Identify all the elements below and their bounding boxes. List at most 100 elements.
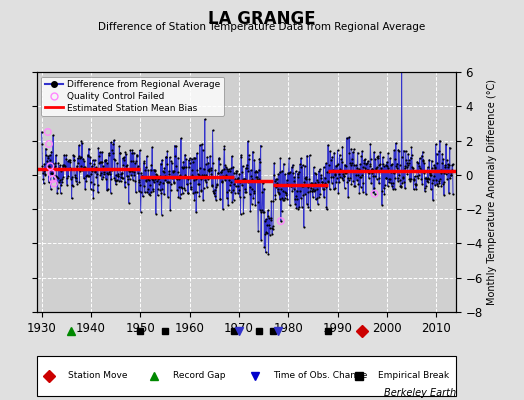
Point	[156, 173, 164, 179]
Point	[278, 195, 287, 201]
Point	[98, 149, 106, 155]
Point	[186, 159, 194, 166]
Point	[161, 177, 169, 183]
Point	[115, 150, 124, 156]
Point	[292, 188, 301, 194]
Point	[330, 150, 339, 156]
Point	[403, 170, 411, 177]
Point	[200, 172, 209, 178]
Point	[134, 170, 142, 176]
Point	[412, 173, 421, 180]
Point	[81, 173, 90, 179]
Point	[203, 184, 211, 190]
Point	[260, 186, 268, 192]
Point	[161, 154, 170, 160]
Point	[130, 169, 138, 175]
Point	[244, 138, 252, 145]
Text: Empirical Break: Empirical Break	[378, 372, 450, 380]
Point	[350, 146, 358, 152]
Point	[152, 172, 161, 179]
Point	[189, 158, 197, 165]
Point	[245, 156, 253, 162]
Point	[250, 169, 259, 176]
Point	[315, 194, 323, 200]
Point	[407, 176, 416, 183]
Point	[45, 141, 53, 147]
Point	[145, 191, 153, 198]
Point	[425, 156, 433, 163]
Point	[145, 177, 154, 184]
Point	[264, 213, 272, 220]
Point	[379, 185, 388, 191]
Point	[241, 176, 249, 182]
Point	[39, 180, 48, 187]
Point	[130, 171, 139, 178]
Point	[80, 158, 89, 164]
Point	[323, 206, 331, 213]
Point	[433, 160, 442, 166]
Point	[407, 154, 415, 161]
Point	[289, 170, 297, 176]
Point	[94, 189, 102, 195]
Point	[367, 156, 375, 162]
Point	[352, 172, 360, 178]
Point	[159, 168, 168, 175]
Point	[121, 149, 129, 155]
Point	[263, 230, 271, 237]
Point	[279, 188, 288, 194]
Point	[95, 158, 104, 165]
Point	[386, 176, 394, 182]
Point	[177, 184, 185, 190]
Point	[141, 177, 150, 183]
Point	[274, 188, 282, 195]
Point	[95, 160, 103, 166]
Point	[221, 177, 229, 183]
Point	[268, 226, 277, 232]
Point	[370, 149, 378, 155]
Point	[44, 155, 52, 162]
Point	[185, 164, 193, 170]
Point	[201, 177, 210, 184]
Point	[102, 170, 111, 176]
Point	[179, 158, 188, 165]
Point	[307, 180, 315, 186]
Point	[168, 175, 177, 182]
Point	[394, 178, 402, 184]
Point	[248, 186, 256, 193]
Point	[38, 163, 47, 170]
Point	[374, 154, 383, 161]
Point	[344, 177, 353, 183]
Point	[213, 174, 222, 180]
Point	[41, 171, 49, 177]
Point	[427, 186, 435, 192]
Point	[47, 170, 56, 176]
Point	[367, 170, 376, 176]
Point	[220, 166, 228, 173]
Point	[222, 172, 230, 178]
Point	[188, 172, 196, 178]
Point	[157, 160, 165, 167]
Point	[211, 167, 220, 173]
Point	[436, 176, 444, 182]
Point	[235, 186, 243, 193]
Point	[402, 164, 411, 170]
Point	[58, 179, 67, 186]
Point	[234, 183, 242, 189]
Point	[163, 161, 171, 167]
Point	[181, 151, 189, 158]
Point	[418, 180, 427, 187]
Point	[128, 147, 137, 154]
Point	[305, 152, 314, 158]
Point	[220, 143, 228, 150]
Point	[377, 168, 386, 174]
Point	[428, 180, 436, 186]
Point	[171, 153, 179, 159]
Point	[171, 142, 179, 149]
Point	[39, 176, 48, 182]
Point	[321, 184, 330, 190]
Text: Time of Obs. Change: Time of Obs. Change	[274, 372, 368, 380]
Point	[54, 179, 63, 185]
Point	[414, 174, 423, 181]
Point	[158, 157, 166, 163]
Point	[392, 163, 400, 169]
